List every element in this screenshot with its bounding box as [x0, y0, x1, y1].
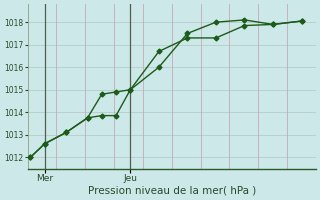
X-axis label: Pression niveau de la mer( hPa ): Pression niveau de la mer( hPa )	[88, 186, 256, 196]
